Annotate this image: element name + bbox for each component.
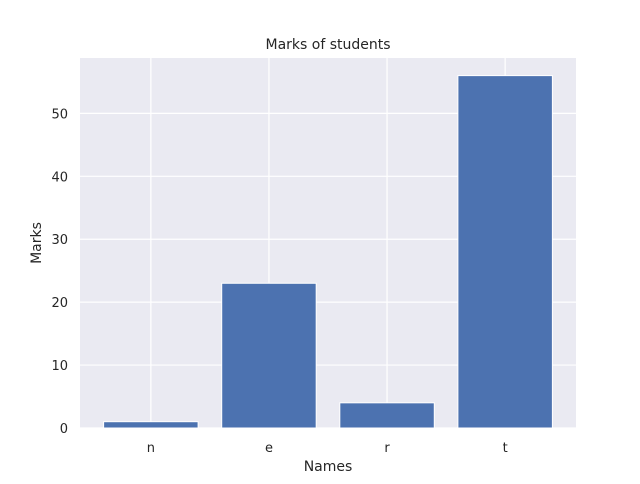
x-tick-label-n: n [147,441,155,456]
y-tick-label: 20 [51,296,68,311]
y-axis-label: Marks [29,222,45,264]
bars [103,75,553,429]
y-tick-labels: 0 10 20 30 40 50 [51,107,68,437]
y-tick-label: 30 [51,233,68,248]
chart-title: Marks of students [265,37,390,53]
y-tick-label: 50 [51,107,68,122]
bar-r [339,402,435,429]
y-tick-label: 10 [51,359,68,374]
y-tick-label: 0 [60,422,68,437]
bar-t [457,75,553,429]
x-tick-label-t: t [503,441,508,456]
y-tick-label: 40 [51,170,68,185]
x-axis-label: Names [304,459,353,475]
bar-n [103,421,199,429]
bar-e [221,282,317,429]
x-tick-label-e: e [265,441,273,456]
x-tick-label-r: r [384,441,390,456]
